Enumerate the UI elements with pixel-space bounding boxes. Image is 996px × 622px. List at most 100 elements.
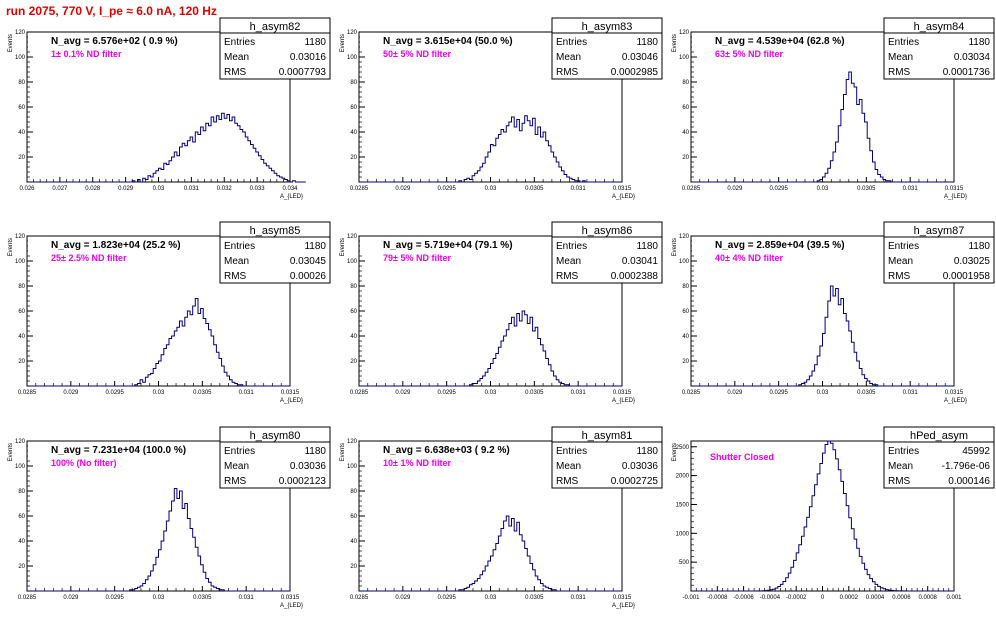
stats-name: h_asym86 [582, 225, 633, 237]
title-box [692, 33, 870, 49]
y-tick-label: 1500 [676, 502, 690, 508]
x-axis-label: A_{LED} [280, 398, 303, 404]
x-tick-label: 0.03 [817, 186, 829, 192]
x-tick-label: 0.026 [19, 186, 35, 192]
x-tick-label: 0.0295 [769, 390, 788, 396]
stats-label: Mean [224, 461, 249, 472]
stats-value: 0.03034 [954, 52, 991, 63]
y-tick-label: 20 [18, 155, 25, 161]
x-tick-label: 0.029 [118, 186, 134, 192]
stats-value: 0.03045 [290, 256, 327, 267]
filter-annotation: 100% (No filter) [51, 458, 117, 468]
pad-title: N_avg = 3.615e+04 (50.0 %) [383, 36, 513, 47]
y-axis-label: Events [8, 34, 14, 52]
histogram-pad-h_asym84: 0.0285 0.029 0.0295 0.03 0.0305 0.031 0.0315 20… [672, 17, 995, 200]
stats-value: 1180 [636, 37, 658, 48]
histogram-line [359, 115, 622, 183]
pad-title: N_avg = 6.638e+03 ( 9.2 %) [383, 445, 510, 456]
y-tick-label: 80 [18, 489, 25, 495]
stats-box [883, 426, 995, 489]
y-tick-label: 40 [350, 334, 357, 340]
stats-label: Entries [224, 446, 255, 457]
x-axis-label: A_{LED} [612, 398, 635, 404]
x-tick-label: 0.031 [903, 186, 919, 192]
x-tick-label: 0.03 [153, 595, 165, 601]
x-tick-label: 0.0285 [350, 390, 369, 396]
title-box [28, 33, 206, 49]
x-axis-label: A_{LED} [612, 603, 635, 609]
histogram-line [691, 440, 954, 592]
x-tick-label: 0.0008 [919, 595, 938, 601]
filter-annotation: 79± 5% ND filter [383, 253, 451, 263]
stats-box [219, 426, 331, 489]
filter-annotation: 1± 0.1% ND filter [51, 49, 122, 59]
stats-name: h_asym81 [582, 430, 633, 442]
title-box [28, 237, 206, 253]
histogram-pad-h_asym81: 0.0285 0.029 0.0295 0.03 0.0305 0.031 0.0315 20… [340, 426, 663, 609]
y-tick-label: 20 [682, 155, 689, 161]
x-tick-label: 0.031 [571, 595, 587, 601]
x-tick-label: 0.0285 [350, 186, 369, 192]
stats-value: 1180 [636, 446, 658, 457]
x-tick-label: 0.031 [239, 595, 255, 601]
pad-title: N_avg = 6.576e+02 ( 0.9 %) [51, 36, 178, 47]
y-tick-label: 40 [682, 130, 689, 136]
histogram-pad-h_asym87: 0.0285 0.029 0.0295 0.03 0.0305 0.031 0.0315 20… [672, 221, 995, 404]
x-tick-label: 0.0305 [525, 390, 544, 396]
filter-annotation: Shutter Closed [710, 452, 774, 462]
filter-annotation: 50± 5% ND filter [383, 49, 451, 59]
x-tick-label: 0.03 [817, 390, 829, 396]
stats-label: Entries [556, 446, 587, 457]
stats-box [219, 221, 331, 284]
x-tick-label: -0.0006 [733, 595, 754, 601]
y-tick-label: 20 [18, 359, 25, 365]
stats-label: Mean [888, 461, 913, 472]
y-tick-label: 40 [18, 539, 25, 545]
y-tick-label: 60 [350, 309, 357, 315]
x-tick-label: 0.031 [571, 186, 587, 192]
x-tick-label: 0.03 [485, 595, 497, 601]
stats-value: 0.03036 [622, 461, 659, 472]
stats-label: Entries [888, 446, 919, 457]
stats-label: RMS [556, 67, 579, 78]
stats-value: 1180 [304, 37, 326, 48]
y-tick-label: 40 [18, 130, 25, 136]
filter-annotation: 63± 5% ND filter [715, 49, 783, 59]
y-tick-label: 80 [18, 284, 25, 290]
stats-label: Entries [224, 241, 255, 252]
x-tick-label: 0.0295 [437, 390, 456, 396]
histogram-line [691, 285, 954, 387]
histogram-pad-h_asym86: 0.0285 0.029 0.0295 0.03 0.0305 0.031 0.0315 20… [340, 221, 663, 404]
stats-name: h_asym82 [250, 21, 301, 33]
stats-value: 1180 [968, 37, 990, 48]
stats-value: 0.03016 [290, 52, 327, 63]
stats-name: h_asym84 [914, 21, 965, 33]
stats-value: 0.0002123 [279, 476, 327, 487]
x-tick-label: 0.0315 [945, 186, 964, 192]
stats-box [883, 221, 995, 284]
y-tick-label: 100 [15, 259, 26, 265]
x-tick-label: 0.03 [485, 186, 497, 192]
y-axis-label: Events [340, 34, 346, 52]
pad-title: N_avg = 7.231e+04 (100.0 %) [51, 445, 186, 456]
stats-label: RMS [888, 67, 911, 78]
stats-label: Mean [556, 52, 581, 63]
x-tick-label: 0.028 [85, 186, 101, 192]
stats-value: 0.0002388 [611, 271, 659, 282]
stats-value: 1180 [304, 446, 326, 457]
x-tick-label: 0.03 [153, 390, 165, 396]
y-axis-label: Events [8, 443, 14, 461]
filter-annotation: 25± 2.5% ND filter [51, 253, 127, 263]
y-tick-label: 2500 [676, 445, 690, 451]
x-tick-label: -0.0002 [786, 595, 807, 601]
stats-box [551, 17, 663, 80]
stats-label: RMS [888, 271, 911, 282]
x-tick-label: 0.0002 [840, 595, 859, 601]
x-tick-label: 0.0305 [525, 595, 544, 601]
y-tick-label: 80 [350, 80, 357, 86]
stats-value: 1180 [636, 241, 658, 252]
y-tick-label: 20 [350, 155, 357, 161]
x-tick-label: 0.029 [63, 390, 79, 396]
x-tick-label: 0.0305 [193, 390, 212, 396]
